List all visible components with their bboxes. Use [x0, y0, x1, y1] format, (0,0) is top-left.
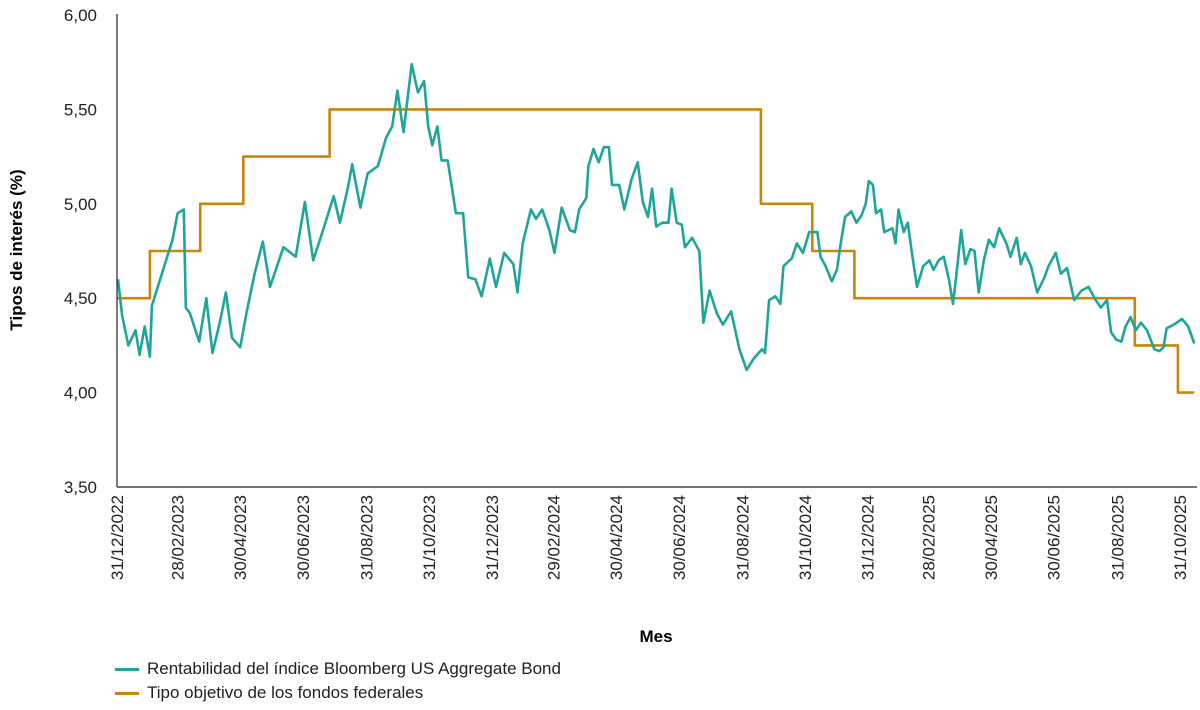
y-tick-label: 3,50 [64, 478, 97, 497]
x-tick-label: 31/08/2024 [733, 495, 752, 580]
y-tick-label: 5,00 [64, 195, 97, 214]
legend-label: Rentabilidad del índice Bloomberg US Agg… [147, 659, 561, 678]
y-tick-label: 4,00 [64, 384, 97, 403]
x-tick-label: 30/04/2025 [982, 495, 1001, 580]
x-tick-label: 28/02/2023 [169, 495, 188, 580]
legend-swatch-gold [115, 691, 139, 695]
y-tick-label: 5,50 [64, 100, 97, 119]
y-tick-label: 6,00 [64, 6, 97, 25]
x-tick-label: 29/02/2024 [544, 495, 563, 580]
legend-label: Tipo objetivo de los fondos federales [147, 683, 424, 702]
x-tick-label: 30/06/2023 [294, 495, 313, 580]
x-tick-label: 31/12/2023 [483, 495, 502, 580]
y-axis-label: Tipos de interés (%) [7, 169, 26, 330]
x-tick-label: 30/04/2024 [607, 495, 626, 580]
x-tick-label: 31/12/2024 [859, 495, 878, 580]
x-tick-label: 30/04/2023 [231, 495, 250, 580]
x-tick-label: 31/12/2022 [108, 495, 127, 580]
x-tick-label: 31/10/2023 [420, 495, 439, 580]
x-tick-label: 30/06/2024 [670, 495, 689, 580]
x-tick-label: 31/10/2025 [1171, 495, 1190, 580]
x-tick-label: 31/08/2023 [358, 495, 377, 580]
x-tick-label: 30/06/2025 [1045, 495, 1064, 580]
legend-item-fed-funds: Tipo objetivo de los fondos federales [115, 683, 423, 703]
series-line-fed-funds [117, 108, 1195, 394]
legend-item-bond-yield: Rentabilidad del índice Bloomberg US Agg… [115, 659, 561, 679]
series-line-bond-yield [116, 62, 1196, 372]
legend-swatch-teal [115, 667, 139, 671]
x-tick-label: 28/02/2025 [919, 495, 938, 580]
x-axis-label: Mes [639, 627, 672, 646]
x-tick-label: 31/08/2025 [1108, 495, 1127, 580]
x-tick-label: 31/10/2024 [796, 495, 815, 580]
y-tick-label: 4,50 [64, 289, 97, 308]
